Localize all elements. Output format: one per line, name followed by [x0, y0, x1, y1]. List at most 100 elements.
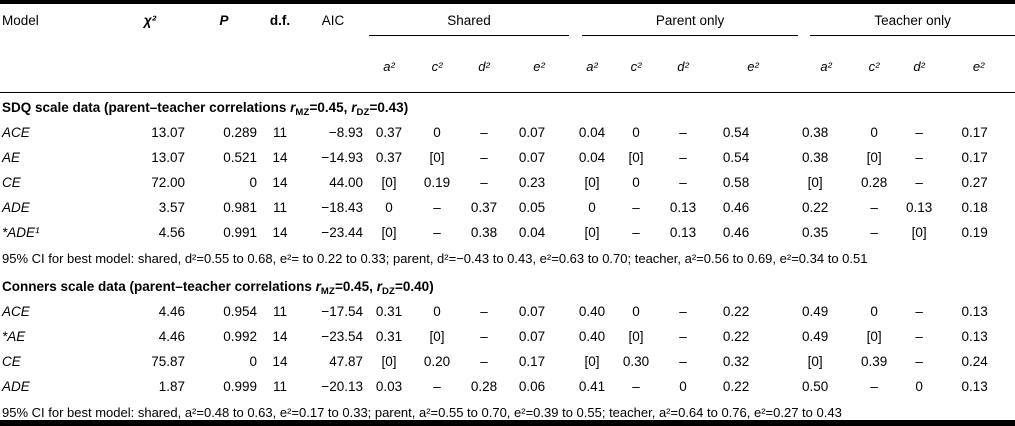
table-cell: 0.49: [801, 303, 829, 319]
table-cell: [0]: [584, 353, 600, 369]
table-cell: –: [480, 353, 488, 369]
table-cell: 0: [915, 378, 923, 394]
table-cell: 0: [385, 199, 393, 215]
table-row: *AE 4.46 0.992 14 −23.54 0.31 [0] – 0.07 0.40 [0] –…: [0, 324, 1015, 349]
group-header-parent-only: Parent only: [572, 4, 800, 44]
table-cell: 14: [272, 174, 288, 190]
table-cell: 0: [249, 174, 257, 190]
table-cell: 0.22: [722, 303, 750, 319]
table-cell: –: [915, 303, 923, 319]
table-cell: 0.03: [375, 378, 403, 394]
table-cell: 0.13: [961, 303, 988, 319]
subcolumn-header-d2: d²: [462, 44, 506, 93]
table-cell: –: [915, 124, 923, 140]
table-cell: 4.46: [158, 328, 185, 344]
table-cell: [0]: [807, 174, 823, 190]
table-cell: 0.46: [722, 224, 750, 240]
table-cell: 0.05: [518, 199, 546, 215]
table-cell: –: [679, 328, 687, 344]
table-cell: 0: [433, 124, 441, 140]
table-cell: 11: [272, 124, 287, 140]
table-cell: –: [679, 303, 687, 319]
table-cell: 0: [433, 303, 441, 319]
table-cell: [0]: [911, 224, 927, 240]
results-table: Model χ² P d.f. AIC Shared Parent only T…: [0, 4, 1015, 421]
table-cell: 0: [870, 124, 878, 140]
table-row: ADE 3.57 0.981 11 −18.43 0 – 0.37 0.05 0 – 0.13 0.46…: [0, 195, 1015, 220]
table-cell: 0.954: [223, 303, 257, 319]
table-cell: 0.13: [905, 199, 933, 215]
section-title-part: r: [351, 100, 357, 116]
table-cell: 11: [272, 199, 287, 215]
section-title-part: DZ: [381, 286, 396, 297]
table-cell: [0]: [429, 328, 445, 344]
confidence-interval-row: 95% CI for best model: shared, d²=0.55 t…: [0, 245, 1015, 272]
table-cell: –: [480, 303, 488, 319]
column-header-chi-square: χ²: [112, 4, 188, 93]
table-cell: 0.521: [223, 149, 257, 165]
section-title-part: MZ: [295, 107, 310, 119]
table-cell: 0.38: [801, 124, 829, 140]
section-title-part: =0.43): [369, 100, 409, 116]
table-cell: 11: [272, 303, 287, 319]
confidence-interval-text: 95% CI for best model: shared, a²=0.48 t…: [2, 404, 842, 420]
table-cell: 0.50: [801, 378, 829, 394]
table-cell: 47.87: [329, 353, 363, 369]
section-title-part: Conners scale data (parent–teacher corre…: [2, 279, 316, 294]
table-cell: 0.289: [223, 124, 257, 140]
section-title: SDQ scale data (parent–teacher correlati…: [0, 93, 1015, 120]
table-cell: 0.07: [518, 149, 546, 165]
table-cell: 44.00: [329, 174, 363, 190]
table-cell: 0.38: [470, 224, 498, 240]
table-cell: 0.39: [860, 353, 888, 369]
column-header-model: Model: [0, 4, 112, 93]
subcolumn-header-e2: e²: [706, 44, 801, 93]
column-header-p: P: [188, 4, 260, 93]
table-body: SDQ scale data (parent–teacher correlati…: [0, 93, 1015, 421]
table-cell: 14: [272, 353, 288, 369]
section-title: Conners scale data (parent–teacher corre…: [0, 272, 1015, 299]
table-row: ADE 1.87 0.999 11 −20.13 0.03 – 0.28 0.06 0.41 – 0 0…: [0, 374, 1015, 399]
subcolumn-header-d2: d²: [896, 44, 943, 93]
table-cell: 0.07: [518, 303, 546, 319]
table-cell: −8.93: [328, 124, 363, 140]
table-cell: –: [480, 149, 488, 165]
section-title-part: r: [376, 279, 382, 294]
table-cell: –: [870, 224, 878, 240]
table-cell: 0.35: [801, 224, 829, 240]
model-name: CE: [2, 174, 21, 190]
section-title-part: r: [290, 100, 296, 116]
section-title-part: DZ: [356, 107, 370, 119]
table-cell: [0]: [429, 149, 445, 165]
table-cell: –: [915, 174, 923, 190]
table-cell: 0.13: [669, 199, 697, 215]
table-cell: –: [915, 328, 923, 344]
table-cell: 0.31: [375, 328, 403, 344]
table-cell: –: [679, 353, 687, 369]
group-label-shared: Shared: [447, 13, 491, 28]
table-cell: [0]: [866, 149, 882, 165]
table-cell: 0.49: [801, 328, 829, 344]
table-cell: 0.54: [722, 149, 750, 165]
table-cell: 0.981: [223, 199, 257, 215]
subcolumn-header-a2: a²: [800, 44, 853, 93]
table-cell: [0]: [584, 224, 600, 240]
table-cell: 0: [870, 303, 878, 319]
confidence-interval-row: 95% CI for best model: shared, a²=0.48 t…: [0, 399, 1015, 421]
table-cell: 0.37: [470, 199, 498, 215]
section-title-part: MZ: [320, 286, 336, 297]
section-header-row: SDQ scale data (parent–teacher correlati…: [0, 93, 1015, 120]
table-cell: 13.07: [151, 149, 185, 165]
table-cell: 0.41: [578, 378, 606, 394]
table-cell: 0.13: [961, 378, 988, 394]
table-cell: 0.999: [223, 378, 257, 394]
table-cell: 0.19: [423, 174, 451, 190]
table-cell: –: [632, 224, 640, 240]
subcolumn-header-d2: d²: [660, 44, 707, 93]
section-title-part: =0.45,: [309, 100, 352, 116]
table-cell: 0.20: [423, 353, 451, 369]
table-cell: 0.06: [518, 378, 546, 394]
table-cell: 0.38: [801, 149, 829, 165]
table-cell: 0.27: [961, 174, 988, 190]
model-name: AE: [2, 149, 21, 165]
